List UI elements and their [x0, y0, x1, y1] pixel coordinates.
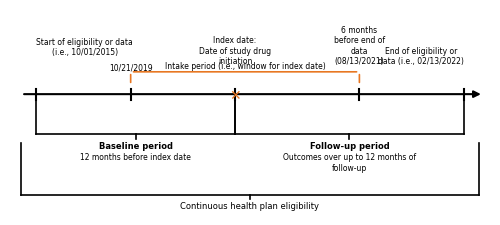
Text: End of eligibility or
data (i.e., 02/13/2022): End of eligibility or data (i.e., 02/13/… [378, 47, 464, 66]
Text: 6 months
before end of
data
(08/13/2021): 6 months before end of data (08/13/2021) [334, 26, 385, 66]
Text: Continuous health plan eligibility: Continuous health plan eligibility [180, 201, 320, 210]
Text: ✕: ✕ [230, 89, 241, 103]
Text: Intake period (i.e., window for index date): Intake period (i.e., window for index da… [164, 61, 326, 70]
Text: Start of eligibility or data
(i.e., 10/01/2015): Start of eligibility or data (i.e., 10/0… [36, 38, 133, 57]
Text: 12 months before index date: 12 months before index date [80, 153, 191, 162]
Text: Follow-up period: Follow-up period [310, 141, 390, 150]
Text: Index date:
Date of study drug
initiation: Index date: Date of study drug initiatio… [199, 36, 271, 66]
Text: 10/21/2019: 10/21/2019 [109, 63, 152, 72]
Text: Baseline period: Baseline period [98, 141, 172, 150]
Text: Outcomes over up to 12 months of
follow-up: Outcomes over up to 12 months of follow-… [283, 153, 416, 172]
